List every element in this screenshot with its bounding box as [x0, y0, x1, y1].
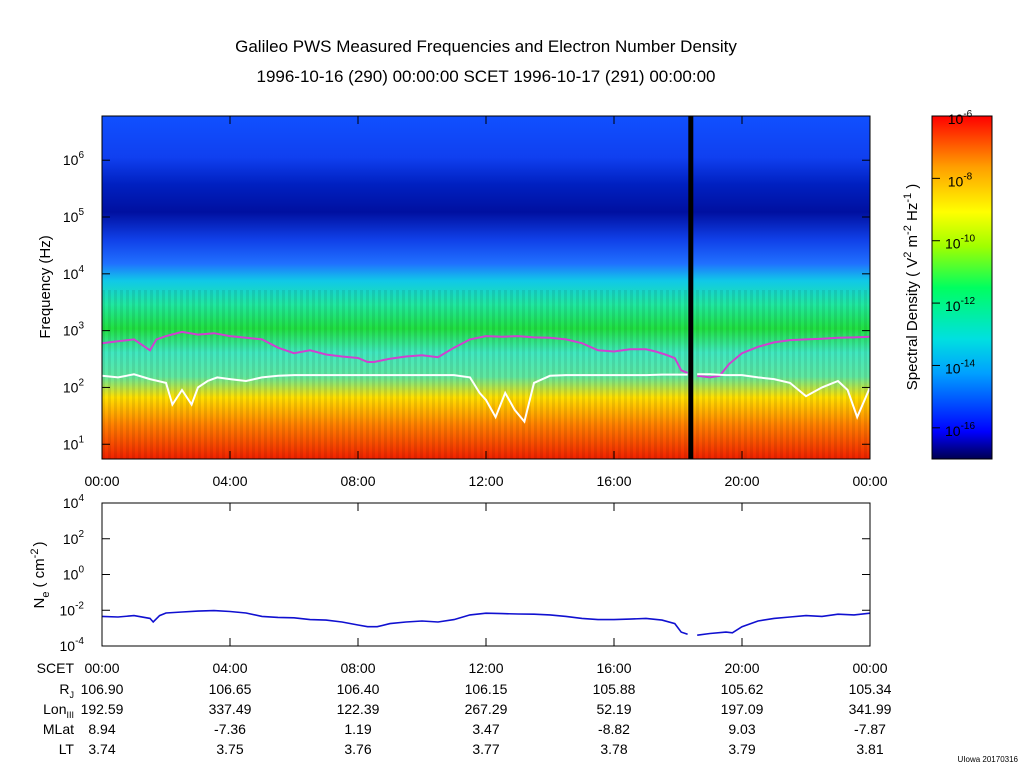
- spectrogram-series-0: [102, 330, 688, 374]
- ephemeris-cell: 3.78: [600, 741, 627, 757]
- ephemeris-row-label-0: SCET: [37, 660, 75, 676]
- chart-subtitle: 1996-10-16 (290) 00:00:00 SCET 1996-10-1…: [256, 67, 715, 86]
- colorbar-tick-label-4: 10-14: [945, 358, 975, 376]
- colorbar-tick-label-0: 10-6: [948, 109, 973, 127]
- data-gap-bar: [688, 116, 694, 459]
- time-tick-label-3: 12:00: [468, 473, 503, 489]
- frequency-axis-label: Frequency (Hz): [37, 235, 54, 338]
- ephemeris-cell: 3.75: [216, 741, 243, 757]
- ephemeris-row-label-3: MLat: [43, 721, 74, 737]
- ephemeris-cell: 12:00: [468, 660, 503, 676]
- ephemeris-cell: 8.94: [88, 721, 115, 737]
- ephemeris-cell: 105.62: [721, 681, 764, 697]
- freq-tick-label-1: 102: [63, 377, 85, 395]
- density-tick-label-0: 104: [63, 493, 85, 511]
- ephemeris-cell: 341.99: [849, 701, 892, 717]
- freq-tick-label-0: 101: [63, 434, 85, 452]
- colorbar-tick-label-3: 10-12: [945, 296, 975, 314]
- time-tick-label-4: 16:00: [596, 473, 631, 489]
- ephemeris-cell: -8.82: [598, 721, 630, 737]
- colorbar-tick-label-1: 10-8: [948, 171, 973, 189]
- ephemeris-cell: 1.19: [344, 721, 371, 737]
- ephemeris-cell: 04:00: [212, 660, 247, 676]
- ephemeris-cell: 3.47: [472, 721, 499, 737]
- density-series-1: [697, 612, 870, 636]
- density-tick-label-2: 100: [63, 565, 85, 583]
- spectrogram-series-3: [697, 373, 870, 420]
- spectrogram-texture: [102, 290, 870, 459]
- ephemeris-cell: 105.88: [593, 681, 636, 697]
- ephemeris-row-label-1: RJ: [59, 681, 74, 700]
- spectrogram-series-2: [102, 373, 688, 424]
- colorbar-tick-label-5: 10-16: [945, 421, 975, 439]
- ephemeris-cell: 3.77: [472, 741, 499, 757]
- freq-tick-label-3: 104: [63, 264, 85, 282]
- ephemeris-cell: 106.90: [81, 681, 124, 697]
- freq-tick-label-4: 105: [63, 207, 85, 225]
- density-axis-label: Ne( cm-2): [29, 542, 52, 609]
- ephemeris-cell: 9.03: [728, 721, 755, 737]
- ephemeris-cell: 105.34: [849, 681, 892, 697]
- credit-text: UIowa 20170316: [958, 755, 1019, 764]
- ephemeris-cell: 3.74: [88, 741, 115, 757]
- density-frame: [101, 502, 871, 647]
- ephemeris-cell: 122.39: [337, 701, 380, 717]
- ephemeris-cell: -7.87: [854, 721, 886, 737]
- ephemeris-cell: 106.15: [465, 681, 508, 697]
- ephemeris-cell: 337.49: [209, 701, 252, 717]
- chart-title: Galileo PWS Measured Frequencies and Ele…: [235, 37, 737, 56]
- ephemeris-table: SCET 00:00 04:00 08:00 12:00 16:00 20:00 00:00 R…: [37, 660, 892, 757]
- density-tick-label-1: 102: [63, 529, 85, 547]
- spectrogram-series-1: [697, 335, 870, 379]
- colorbar-label: Spectral Density ( V2 m-2 Hz-1 ): [902, 184, 921, 391]
- ephemeris-cell: -7.36: [214, 721, 246, 737]
- density-panel: [102, 609, 870, 636]
- colorbar-tick-label-2: 10-10: [945, 234, 975, 252]
- ephemeris-cell: 20:00: [724, 660, 759, 676]
- ephemeris-cell: 52.19: [596, 701, 631, 717]
- ephemeris-cell: 16:00: [596, 660, 631, 676]
- ephemeris-cell: 192.59: [81, 701, 124, 717]
- ephemeris-cell: 00:00: [84, 660, 119, 676]
- density-tick-label-4: 10-4: [60, 636, 85, 654]
- time-tick-label-5: 20:00: [724, 473, 759, 489]
- ephemeris-cell: 197.09: [721, 701, 764, 717]
- colorbar: [931, 115, 993, 460]
- ephemeris-cell: 106.40: [337, 681, 380, 697]
- ephemeris-cell: 3.76: [344, 741, 371, 757]
- freq-tick-label-2: 103: [63, 321, 85, 339]
- ephemeris-cell: 267.29: [465, 701, 508, 717]
- ephemeris-cell: 00:00: [852, 660, 887, 676]
- time-tick-label-0: 00:00: [84, 473, 119, 489]
- ephemeris-cell: 106.65: [209, 681, 252, 697]
- ephemeris-cell: 3.79: [728, 741, 755, 757]
- time-tick-label-1: 04:00: [212, 473, 247, 489]
- ephemeris-cell: 08:00: [340, 660, 375, 676]
- ephemeris-row-label-4: LT: [59, 741, 75, 757]
- freq-tick-label-5: 106: [63, 150, 85, 168]
- time-tick-label-6: 00:00: [852, 473, 887, 489]
- ephemeris-row-label-2: LonIII: [43, 701, 74, 720]
- time-tick-label-2: 08:00: [340, 473, 375, 489]
- density-tick-label-3: 10-2: [60, 600, 85, 618]
- density-series-0: [102, 609, 688, 636]
- ephemeris-cell: 3.81: [856, 741, 883, 757]
- spectrogram-panel: [102, 116, 870, 459]
